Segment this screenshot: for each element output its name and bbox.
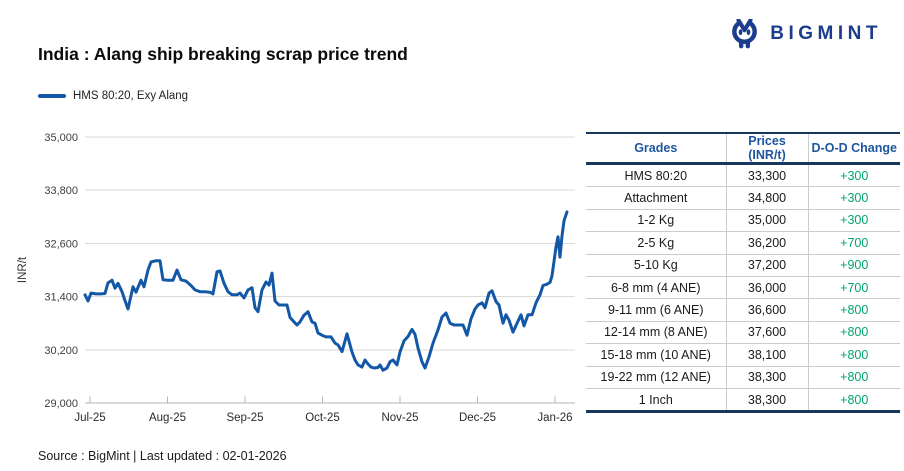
x-tick-label: Dec-25 xyxy=(459,412,496,424)
change-cell: +700 xyxy=(807,276,900,300)
column-header-grades: Grades xyxy=(586,132,726,165)
price-cell: 38,300 xyxy=(725,366,808,389)
legend-line-swatch xyxy=(38,94,66,98)
table-row: 1-2 Kg 35,000 +300 xyxy=(586,209,900,233)
grade-cell: 9-11 mm (6 ANE) xyxy=(586,298,726,322)
table-row: 6-8 mm (4 ANE) 36,000 +700 xyxy=(586,276,900,300)
x-tick-label: Aug-25 xyxy=(149,412,186,424)
price-line-series xyxy=(83,210,569,372)
column-header-dod-change: D-O-D Change xyxy=(807,132,900,165)
table-row: 1 Inch 38,300 +800 xyxy=(586,388,900,414)
table-row: 2-5 Kg 36,200 +700 xyxy=(586,231,900,255)
x-tick-label: Oct-25 xyxy=(305,412,340,424)
grade-cell: 1-2 Kg xyxy=(586,209,726,233)
table-row: 12-14 mm (8 ANE) 37,600 +800 xyxy=(586,321,900,345)
grade-cell: Attachment xyxy=(586,186,726,210)
price-cell: 36,200 xyxy=(725,231,808,255)
price-cell: 35,000 xyxy=(725,209,808,233)
grade-cell: 2-5 Kg xyxy=(586,231,726,255)
change-cell: +300 xyxy=(807,163,900,188)
table-row: 5-10 Kg 37,200 +900 xyxy=(586,254,900,277)
change-cell: +800 xyxy=(807,298,900,322)
table-row: HMS 80:20 33,300 +300 xyxy=(586,163,900,188)
table-row: 19-22 mm (12 ANE) 38,300 +800 xyxy=(586,366,900,389)
change-cell: +300 xyxy=(807,186,900,210)
price-cell: 34,800 xyxy=(725,186,808,210)
grade-cell: 5-10 Kg xyxy=(586,254,726,277)
legend-label: HMS 80:20, Exy Alang xyxy=(73,90,189,102)
price-cell: 37,200 xyxy=(725,254,808,277)
grade-cell: 12-14 mm (8 ANE) xyxy=(586,321,726,345)
table-row: Attachment 34,800 +300 xyxy=(586,186,900,210)
price-cell: 36,600 xyxy=(725,298,808,322)
price-cell: 33,300 xyxy=(725,163,808,188)
y-tick-label: 33,800 xyxy=(44,185,78,197)
chart-legend: HMS 80:20, Exy Alang xyxy=(38,90,188,102)
x-tick-label: Jul-25 xyxy=(74,412,105,424)
x-tick-label: Sep-25 xyxy=(226,412,263,424)
column-header-prices: Prices (INR/t) xyxy=(725,132,808,165)
grade-cell: 6-8 mm (4 ANE) xyxy=(586,276,726,300)
table-header-row: Grades Prices (INR/t) D-O-D Change xyxy=(586,132,900,165)
grade-cell: HMS 80:20 xyxy=(586,163,726,188)
source-note: Source : BigMint | Last updated : 02-01-… xyxy=(38,449,287,463)
prices-table: Grades Prices (INR/t) D-O-D Change HMS 80:… xyxy=(586,132,900,414)
table-row: 9-11 mm (6 ANE) 36,600 +800 xyxy=(586,298,900,322)
change-cell: +300 xyxy=(807,209,900,233)
page-title: India : Alang ship breaking scrap price … xyxy=(38,44,408,64)
y-tick-label: 30,200 xyxy=(44,345,78,357)
price-cell: 37,600 xyxy=(725,321,808,345)
bigmint-logo: BIGMINT xyxy=(728,19,882,49)
y-tick-label: 29,000 xyxy=(44,398,78,410)
y-axis-title: INR/t xyxy=(17,256,29,283)
change-cell: +700 xyxy=(807,231,900,255)
x-tick-label: Jan-26 xyxy=(537,412,572,424)
price-cell: 38,300 xyxy=(725,388,808,414)
grade-cell: 19-22 mm (12 ANE) xyxy=(586,366,726,389)
price-trend-line-chart: 35,000 33,800 32,600 31,400 30,200 29,000 Jul-… xyxy=(17,132,575,424)
y-tick-label: 31,400 xyxy=(44,292,78,304)
bigmint-logo-icon xyxy=(732,19,758,49)
change-cell: +800 xyxy=(807,321,900,345)
change-cell: +800 xyxy=(807,343,900,367)
grade-cell: 1 Inch xyxy=(586,388,726,414)
bigmint-logo-text: BIGMINT xyxy=(770,23,882,44)
y-tick-label: 35,000 xyxy=(44,132,78,144)
y-tick-label: 32,600 xyxy=(44,238,78,250)
table-row: 15-18 mm (10 ANE) 38,100 +800 xyxy=(586,343,900,367)
price-cell: 38,100 xyxy=(725,343,808,367)
price-cell: 36,000 xyxy=(725,276,808,300)
change-cell: +800 xyxy=(807,388,900,414)
change-cell: +800 xyxy=(807,366,900,389)
change-cell: +900 xyxy=(807,254,900,277)
x-tick-label: Nov-25 xyxy=(381,412,418,424)
grade-cell: 15-18 mm (10 ANE) xyxy=(586,343,726,367)
